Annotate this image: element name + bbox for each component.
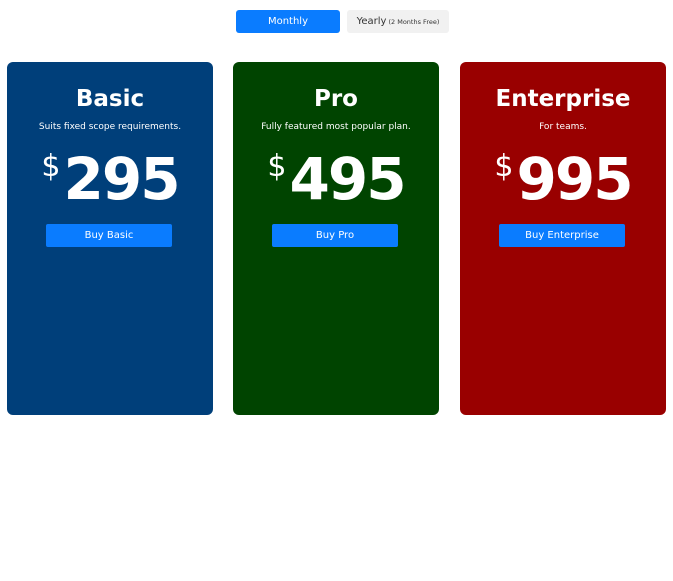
yearly-toggle[interactable]: Yearly (2 Months Free) [347, 10, 449, 33]
feature-row: Technologies 2 [24, 462, 204, 474]
plan-name: Enterprise [495, 86, 631, 112]
feature-value: Unlimited [590, 533, 648, 545]
feature-value: Unlimited [363, 462, 421, 474]
feature-row: System Logins Unlimited [477, 569, 657, 581]
price-amount: 995 [516, 145, 634, 213]
price-amount: 495 [289, 145, 407, 213]
feature-row: Retail Categories Unlimited [250, 497, 430, 509]
feature-row: System Logins Single [250, 569, 430, 581]
currency-symbol: $ [494, 149, 514, 184]
feature-value: Unlimited [590, 569, 648, 581]
plan-card-basic: Basic Suits fixed scope requirements. $2… [7, 62, 213, 581]
feature-value: 10 [137, 533, 152, 545]
feature-label-link[interactable]: Technologies [24, 462, 92, 474]
feature-row: Keyword Reports Unlimited [477, 533, 657, 545]
buy-basic-button[interactable]: Buy Basic [46, 224, 172, 247]
feature-row: System Logins Single [24, 569, 204, 581]
feature-label-link[interactable]: System Logins [24, 569, 101, 581]
plan-name: Basic [75, 86, 145, 112]
feature-label-link[interactable]: Retail Categories [250, 497, 340, 509]
plan-name: Pro [313, 86, 358, 112]
yearly-note: (2 Months Free) [388, 17, 440, 26]
feature-row: Retail Categories Unlimited [477, 497, 657, 509]
feature-label-link[interactable]: Keyword Reports [250, 533, 339, 545]
feature-label-link[interactable]: Retail Categories [24, 497, 114, 509]
feature-row: Keyword Reports 10 [24, 533, 204, 545]
price-amount: 295 [63, 145, 181, 213]
monthly-label: Monthly [267, 16, 309, 27]
feature-value: Unlimited [590, 497, 648, 509]
feature-value: 2 [137, 462, 145, 474]
feature-value: Unlimited [363, 533, 421, 545]
feature-value: Unlimited [590, 462, 648, 474]
feature-value: Single [137, 569, 174, 581]
feature-label-link[interactable]: Retail Categories [477, 497, 567, 509]
plan-price: $295 [7, 144, 213, 214]
feature-value: 2 [137, 497, 145, 509]
buy-enterprise-button[interactable]: Buy Enterprise [499, 224, 625, 247]
plan-price: $495 [233, 144, 439, 214]
feature-row: Technologies Unlimited [477, 462, 657, 474]
currency-symbol: $ [267, 149, 287, 184]
feature-label-link[interactable]: Technologies [477, 462, 545, 474]
feature-row: Keyword Reports Unlimited [250, 533, 430, 545]
feature-value: Unlimited [363, 497, 421, 509]
feature-row: Retail Categories 2 [24, 497, 204, 509]
feature-value: Single [363, 569, 400, 581]
currency-symbol: $ [41, 149, 61, 184]
feature-label-link[interactable]: System Logins [477, 569, 554, 581]
feature-label-link[interactable]: Keyword Reports [24, 533, 113, 545]
plan-subtitle: For teams. [539, 122, 587, 132]
plan-card-enterprise: Enterprise For teams. $995 Buy Enterpris… [460, 62, 666, 581]
feature-label-link[interactable]: System Logins [250, 569, 327, 581]
yearly-label: Yearly [356, 16, 387, 27]
feature-label-link[interactable]: Keyword Reports [477, 533, 566, 545]
buy-pro-button[interactable]: Buy Pro [272, 224, 398, 247]
feature-label-link[interactable]: Technologies [250, 462, 318, 474]
plan-subtitle: Suits fixed scope requirements. [38, 122, 182, 132]
feature-row: Technologies Unlimited [250, 462, 430, 474]
plan-price: $995 [460, 144, 666, 214]
plan-card-pro: Pro Fully featured most popular plan. $4… [233, 62, 439, 581]
plan-subtitle: Fully featured most popular plan. [261, 122, 411, 132]
monthly-toggle[interactable]: Monthly [236, 10, 340, 33]
